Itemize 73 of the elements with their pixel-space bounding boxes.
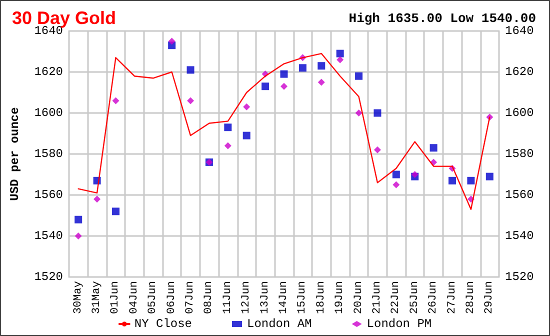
x-tick-label: 19Jun xyxy=(334,281,346,314)
point xyxy=(262,82,270,90)
x-tick-label: 12Jun xyxy=(240,281,253,314)
point xyxy=(74,216,82,224)
point xyxy=(411,171,418,178)
y-tick-label: 1580 xyxy=(34,147,63,161)
x-tick-label: 08Jun xyxy=(203,281,216,314)
point xyxy=(94,196,101,203)
point xyxy=(318,62,326,70)
y-tick-label: 1640 xyxy=(34,24,63,38)
x-tick-label: 18Jun xyxy=(315,281,328,314)
point xyxy=(448,176,456,184)
legend-label: London AM xyxy=(246,317,312,331)
point xyxy=(336,50,344,58)
point xyxy=(355,110,362,116)
y2-tick-label: 1520 xyxy=(505,270,534,284)
x-tick-label: 04Jun xyxy=(128,281,140,314)
point xyxy=(112,97,120,104)
x-tick-label: 25Jun xyxy=(408,281,421,314)
x-tick-label: 29Jun xyxy=(484,281,496,314)
point xyxy=(392,181,400,188)
y-tick-label: 1600 xyxy=(34,106,63,120)
y-tick-label: 1620 xyxy=(34,65,63,79)
x-tick-label: 30May xyxy=(72,280,84,314)
x-tick-label: 26Jun xyxy=(428,281,440,314)
x-tick-label: 06Jun xyxy=(166,281,178,314)
point xyxy=(374,109,382,117)
x-tick-label: 13Jun xyxy=(259,281,272,314)
point xyxy=(392,170,400,178)
text: High 1635.00 Low 1540.00 xyxy=(348,11,536,26)
y2-tick-label: 1560 xyxy=(505,188,534,202)
point xyxy=(187,97,194,104)
y2-tick-label: 1580 xyxy=(505,147,534,161)
x-tick-label: 15Jun xyxy=(296,281,309,314)
y-tick-label: 1560 xyxy=(34,188,63,202)
x-tick-label: 21Jun xyxy=(371,281,384,314)
point xyxy=(355,72,363,80)
x-tick-label: 20Jun xyxy=(352,281,365,314)
y2-tick-label: 1540 xyxy=(505,229,534,243)
point xyxy=(374,146,381,154)
x-tick-label: 28Jun xyxy=(464,281,477,314)
point xyxy=(336,56,344,64)
point xyxy=(298,64,306,72)
point xyxy=(224,142,232,150)
y2-tick-label: 1640 xyxy=(505,24,534,38)
y-tick-label: 1520 xyxy=(34,270,63,284)
legend-label: London PM xyxy=(366,317,432,331)
point xyxy=(224,124,232,132)
point xyxy=(74,232,82,240)
x-tick-label: 05Jun xyxy=(147,281,160,314)
point xyxy=(486,172,494,180)
point xyxy=(243,103,250,110)
y-tick-label: 1540 xyxy=(34,229,63,243)
point xyxy=(467,176,475,184)
x-tick-label: 11Jun xyxy=(222,281,234,314)
point xyxy=(318,78,325,86)
point xyxy=(430,144,438,152)
x-tick-label: 07Jun xyxy=(184,281,197,314)
legend-label: NY Close xyxy=(134,317,192,331)
point xyxy=(280,70,288,78)
point xyxy=(168,38,176,45)
x-tick-label: 27Jun xyxy=(446,281,458,314)
x-tick-label: 01Jun xyxy=(110,281,122,314)
point xyxy=(112,208,120,216)
x-tick-label: 22Jun xyxy=(390,281,402,314)
point xyxy=(280,82,288,90)
point xyxy=(242,132,250,140)
y2-tick-label: 1620 xyxy=(505,65,534,79)
x-tick-label: 31May xyxy=(91,280,104,314)
x-tick-label: 14Jun xyxy=(278,281,290,314)
point xyxy=(186,66,194,74)
y-axis-title: USD per ounce xyxy=(8,107,22,201)
y2-tick-label: 1600 xyxy=(505,106,534,120)
